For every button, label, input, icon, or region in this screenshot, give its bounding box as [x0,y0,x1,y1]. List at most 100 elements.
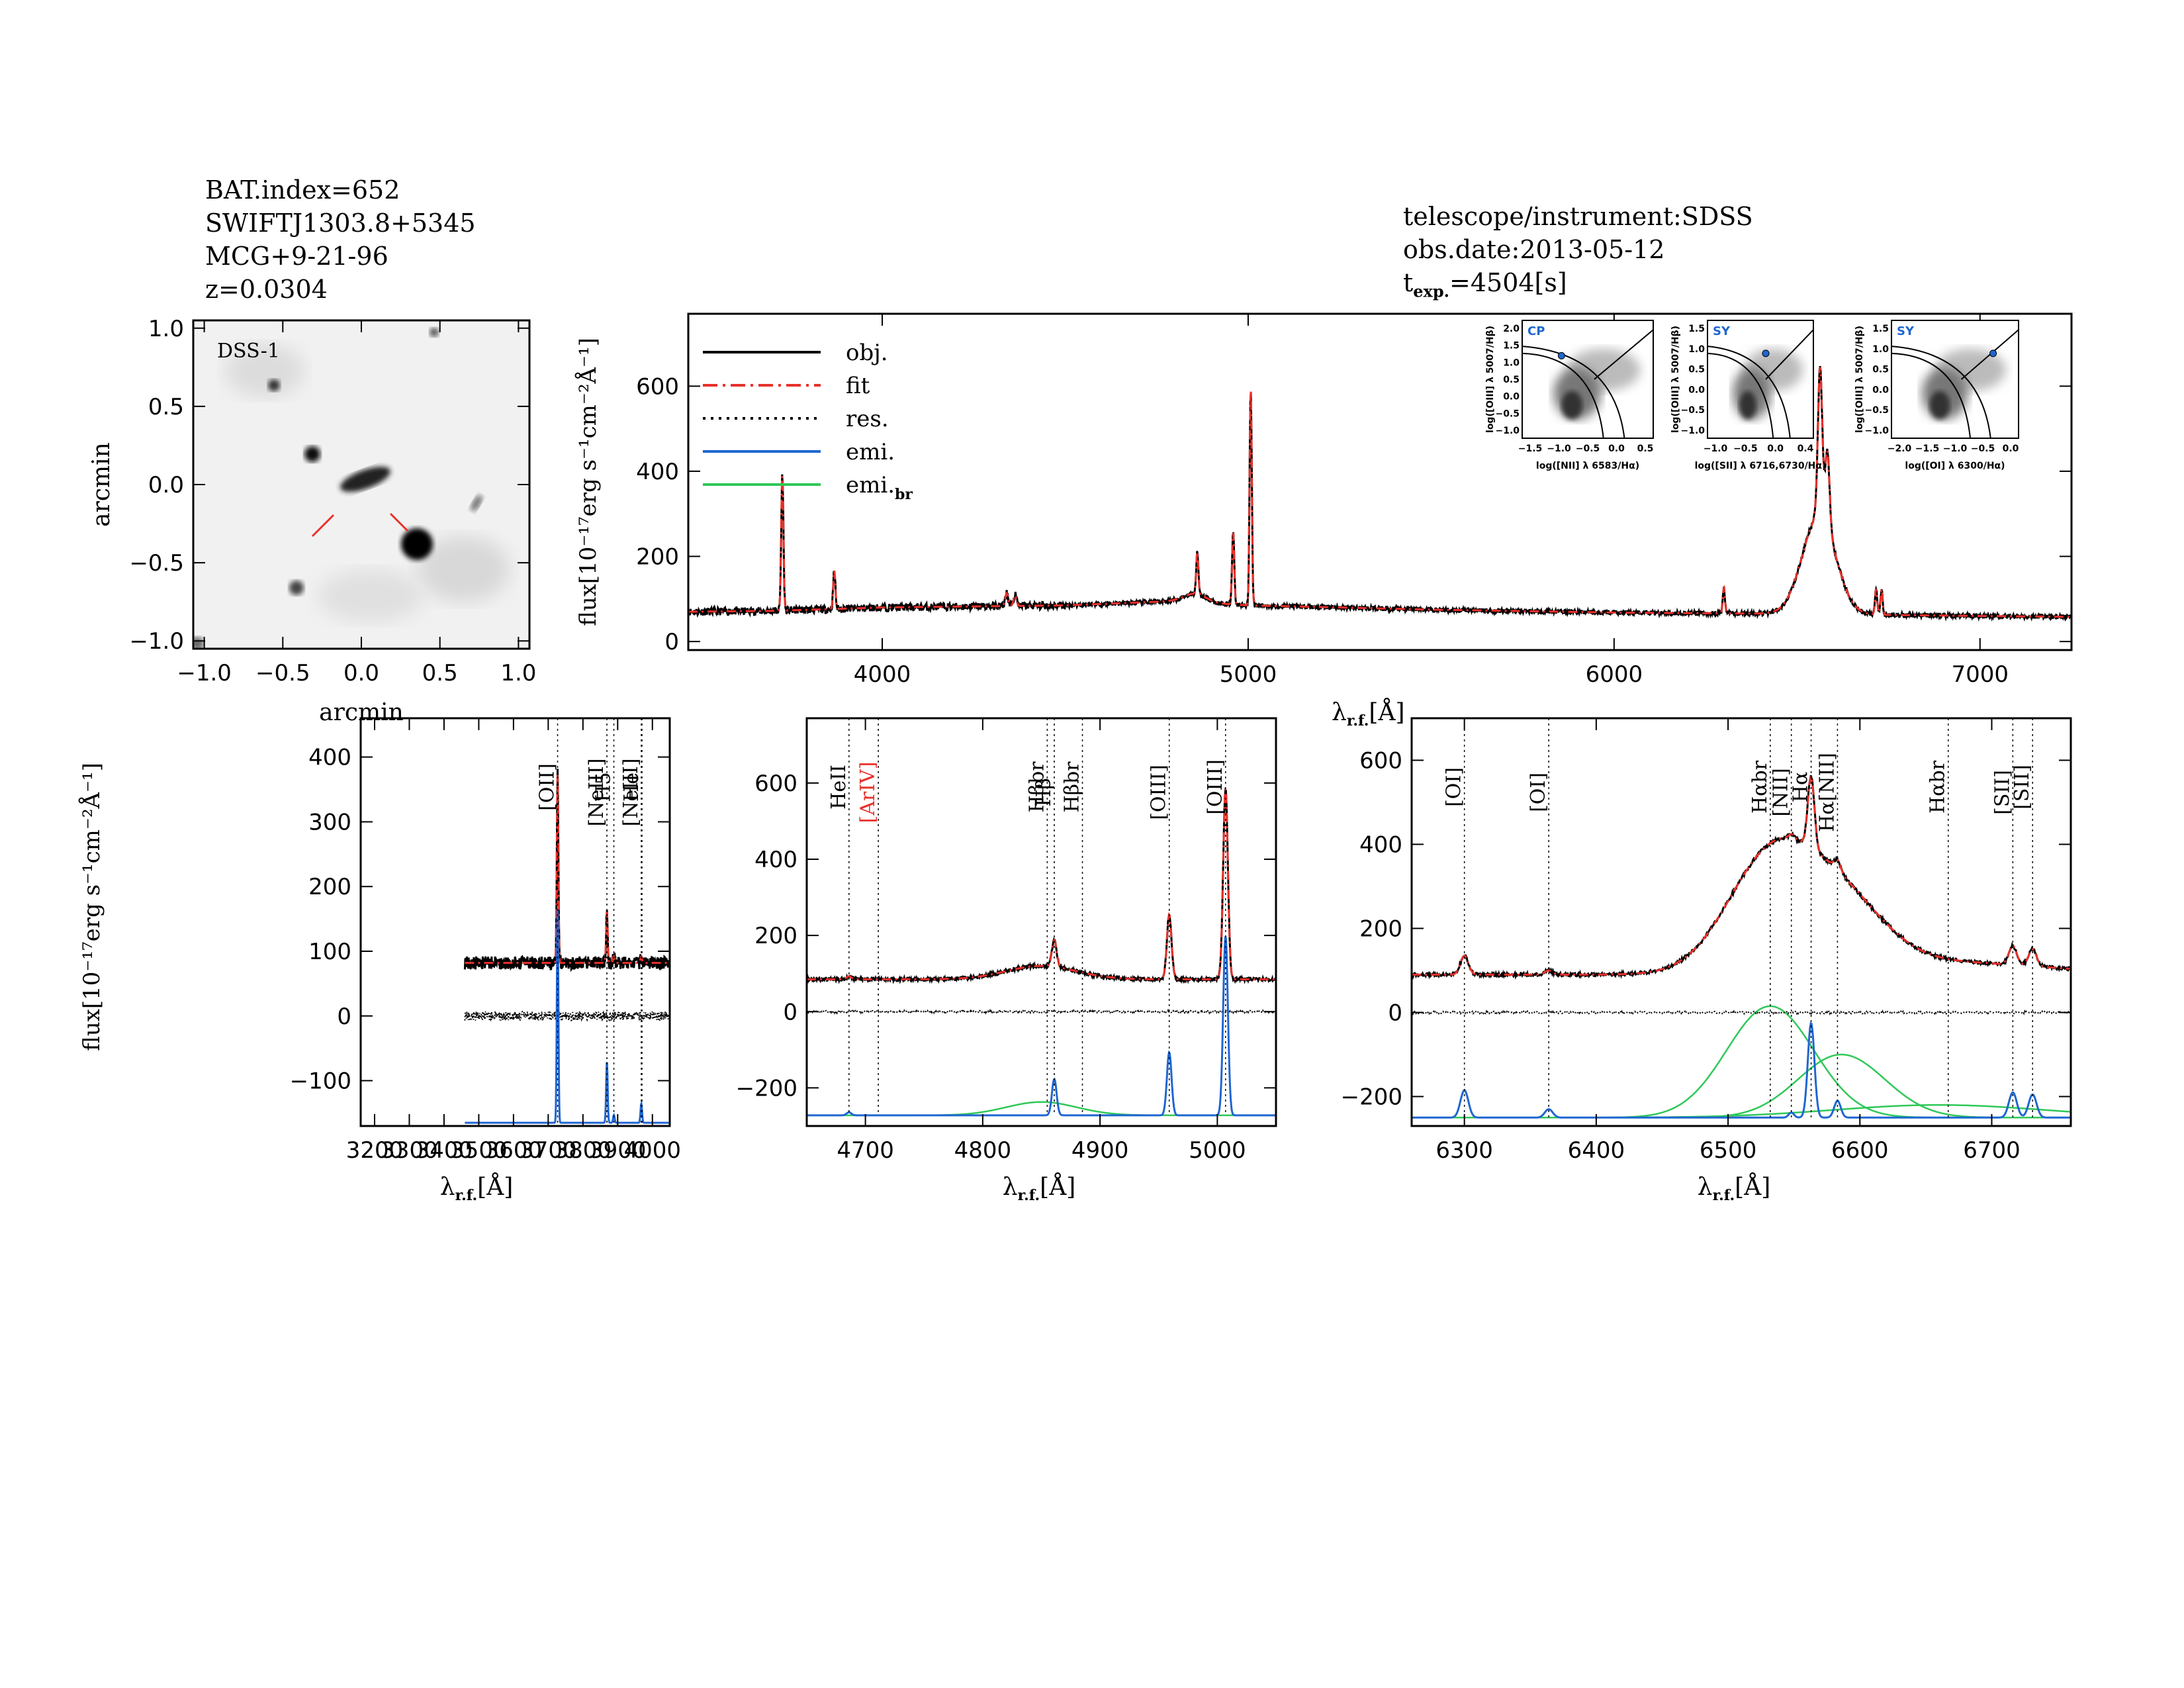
bpt-y-tick-label: 0.0 [1872,385,1889,395]
density-core [1739,391,1756,420]
line-marker-label: [OIII] [1204,759,1227,815]
line-marker-label: Hβbr [1025,761,1048,813]
bpt-y-tick-label: 0.0 [1503,392,1520,402]
bpt-y-tick-label: 1.0 [1503,357,1520,368]
x-tick-label: 3200 [346,1137,404,1164]
bpt-y-tick-label: −1.0 [1864,426,1889,436]
demarcation-curve [1522,346,1625,439]
x-tick-label: 6700 [1963,1137,2021,1164]
broad-component-line [1412,1053,2070,1119]
bpt-class-label: SY [1897,324,1915,338]
broad-component-line [1412,1103,2071,1119]
halpha-frame [1410,717,2072,1127]
bpt-inset-3: SY log([OI] λ 6300/Hα) log([OIII] λ 5007/H… [1854,320,2019,471]
x-tick-label: 4900 [1071,1137,1129,1164]
x-tick-label: 3300 [381,1137,438,1164]
oii-xlabel: λr.f.[Å] [440,1173,514,1204]
bat-index: BAT.index=652 [205,175,400,205]
star-source [268,379,280,391]
observation-date: obs.date:2013-05-12 [1403,235,1665,264]
residual-line [464,1009,670,1023]
y-tick-label: 600 [754,771,797,797]
line-marker-label: [OI] [1527,773,1550,812]
emission-line-model [807,936,1276,1117]
bpt-xlabel: log([NII] λ 6583/Hα) [1536,461,1639,471]
line-marker-label: [NII] [1770,768,1793,816]
bpt-density [1733,348,1803,420]
emission-line-model [1412,1021,2070,1119]
x-tick-label: 3900 [589,1137,647,1164]
bpt-class-label: CP [1527,324,1545,338]
full-spectrum-ticks: 4000 5000 6000 7000 0 200 400 600 [636,314,2071,688]
header-left: BAT.index=652 SWIFTJ1303.8+5345 MCG+9-21… [205,173,476,306]
legend-label: res. [846,406,889,432]
x-tick-label: 4000 [854,661,911,688]
galaxy-name: MCG+9-21-96 [205,242,388,271]
seyfert-liner-line [1594,329,1654,380]
image-ylabel: arcmin [88,442,115,527]
oii-frame [359,717,671,1127]
image-noise-blob [225,344,304,397]
residual-line [807,1008,1276,1015]
bpt-frame [1891,320,2019,439]
bpt-x-tick-label: 0.5 [1637,444,1654,454]
x-tick-label: 6500 [1700,1137,1757,1164]
halpha-xlabel: λr.f.[Å] [1698,1173,1771,1204]
galaxy-source [340,467,390,492]
density-core [1929,391,1950,420]
emission-line-model [465,909,670,1124]
bpt-y-tick-label: 1.5 [1503,341,1520,352]
line-marker-label: H5 [592,772,615,802]
demarcation-curve [1707,352,1774,439]
star-source [193,637,204,649]
bpt-y-tick-label: 2.0 [1503,324,1520,334]
line-marker-label: [SII] [1991,770,2014,815]
bpt-frame [1707,320,1814,439]
line-marker-label: [SII] [2011,765,2034,810]
swift-id: SWIFTJ1303.8+5345 [205,209,476,238]
demarcation-curve [1707,346,1791,439]
object-spectrum-line [1412,774,2071,980]
residual-line [1412,1009,2071,1016]
line-marker-label: [OII] [536,763,559,811]
image-noise-blob [417,536,510,602]
bpt-inset-1: CP log([NII] λ 6583/Hα) log([OIII] λ 5007/… [1485,320,1654,471]
seyfert-liner-line [1765,329,1814,380]
bpt-x-tick-label: −1.5 [1518,444,1543,454]
target-agn-source [401,528,433,560]
x-tick-label: 5000 [1189,1137,1246,1164]
x-tick-label: 4000 [623,1137,681,1164]
legend-label: fit [846,373,870,399]
object-spectrum-line [463,769,670,972]
line-marker-label: [ArIV] [856,762,880,823]
line-marker-label: [OIII] [1148,765,1171,820]
x-tick-label: 4800 [954,1137,1012,1164]
line-marker-label: Hαbr [1749,760,1772,814]
halpha-ticks: 6300 6400 6500 6600 6700 −200 0 200 400 600 [1341,718,2071,1164]
full-spectrum-xlabel: λr.f.[Å] [1332,698,1405,729]
bpt-y-tick-label: 1.0 [1688,344,1705,355]
bpt-ylabel: log([OIII] λ 5007/Hβ) [1854,326,1865,433]
hbeta-xlabel: λr.f.[Å] [1003,1173,1076,1204]
x-tick-label: −1.0 [177,660,232,686]
agn-point [1557,352,1565,359]
bpt-diagnostic-insets: CP log([NII] λ 6583/Hα) log([OIII] λ 5007/… [1485,320,2019,471]
bpt-xlabel: log([OI] λ 6300/Hα) [1905,461,2005,471]
x-tick-label: 3400 [416,1137,473,1164]
hbeta-ticks: 4700 4800 4900 5000 −200 0 200 400 600 [736,718,1276,1164]
y-tick-label: 0.5 [148,394,184,420]
image-x-ticks: −1.0 −0.5 0.0 0.5 1.0 [177,320,536,686]
demarcation-curve [1891,346,1991,439]
y-tick-label: −200 [1341,1084,1402,1111]
y-tick-label: 400 [754,847,797,873]
bpt-y-tick-label: −0.5 [1680,405,1705,416]
y-tick-label: −200 [736,1075,797,1102]
full-spectrum-plot-area [688,365,2071,622]
x-tick-label: 0.5 [422,660,458,686]
x-tick-label: 1.0 [500,660,536,686]
fit-spectrum-line [807,788,1276,980]
